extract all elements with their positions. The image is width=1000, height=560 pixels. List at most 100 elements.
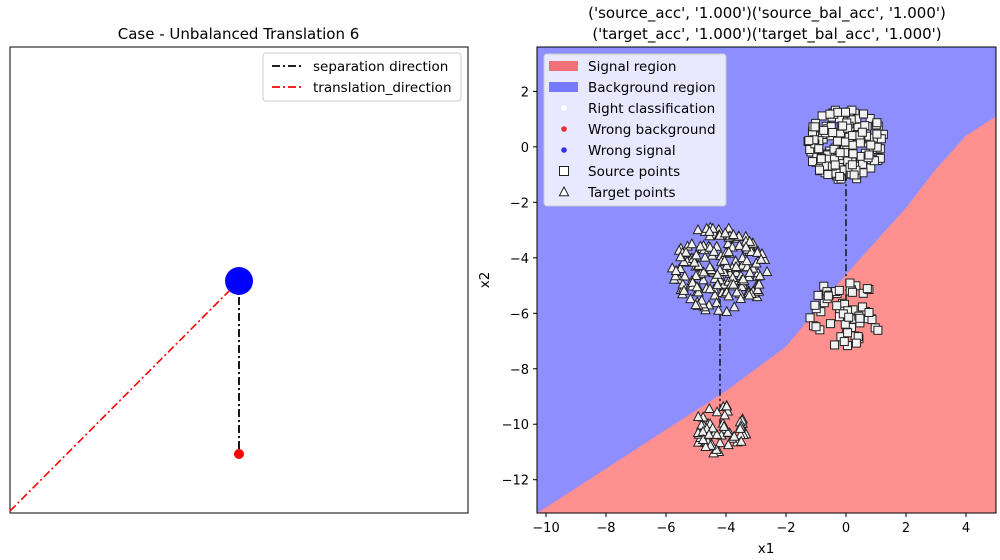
source-point bbox=[858, 159, 868, 169]
target-point bbox=[707, 422, 719, 433]
source-point bbox=[848, 140, 858, 150]
right-title-line-2: ('target_acc', '1.000')('target_bal_acc'… bbox=[592, 25, 941, 44]
x-tick-label: 2 bbox=[902, 521, 910, 536]
target-point bbox=[675, 251, 686, 262]
target-point bbox=[687, 276, 699, 287]
target-point bbox=[696, 294, 708, 305]
legend-triangle-6 bbox=[558, 185, 570, 197]
x-tick-label: 4 bbox=[962, 521, 970, 536]
signal-region bbox=[537, 116, 996, 513]
source-point bbox=[835, 171, 845, 181]
y-tick-label: −8 bbox=[510, 363, 529, 378]
target-point bbox=[733, 239, 745, 250]
target-point bbox=[718, 420, 730, 431]
source-point bbox=[866, 140, 876, 150]
target-point bbox=[740, 241, 752, 252]
target-point bbox=[699, 251, 711, 262]
target-point bbox=[723, 246, 735, 257]
source-center-marker bbox=[225, 267, 253, 295]
target-point bbox=[669, 270, 681, 281]
target-point bbox=[678, 284, 690, 295]
source-point bbox=[862, 284, 872, 294]
target-point bbox=[690, 269, 702, 280]
target-point bbox=[704, 282, 716, 294]
y-tick-label: −10 bbox=[502, 418, 529, 433]
translation-direction-line bbox=[9, 280, 240, 512]
right-legend: Signal region Background region Right clas… bbox=[543, 53, 727, 207]
y-tick-label: −6 bbox=[510, 307, 529, 322]
legend-label-3: Wrong background bbox=[588, 122, 716, 138]
legend-square-5 bbox=[559, 166, 569, 176]
left-legend-label-translation: translation_direction bbox=[313, 80, 452, 96]
target-point bbox=[741, 254, 753, 266]
source-point bbox=[866, 163, 876, 173]
source-point bbox=[851, 338, 861, 348]
target-point bbox=[711, 268, 723, 279]
target-point bbox=[692, 224, 704, 235]
target-point bbox=[693, 286, 704, 297]
right-plot-frame bbox=[536, 46, 997, 514]
target-point bbox=[708, 245, 720, 256]
target-point bbox=[700, 440, 712, 452]
target-point bbox=[694, 240, 706, 251]
target-point bbox=[703, 428, 715, 439]
right-panel: ('source_acc', '1.000')('source_bal_acc'… bbox=[477, 4, 997, 557]
legend-label-2: Right classification bbox=[588, 101, 715, 117]
source-point bbox=[815, 165, 825, 175]
target-point bbox=[685, 292, 696, 304]
source-point bbox=[804, 136, 814, 146]
target-point bbox=[714, 436, 726, 448]
target-point bbox=[704, 261, 716, 272]
legend-label-6: Target points bbox=[587, 185, 676, 201]
source-point bbox=[857, 302, 867, 312]
legend-label-4: Wrong signal bbox=[588, 143, 676, 159]
source-point bbox=[858, 109, 868, 119]
source-point bbox=[845, 278, 855, 288]
source-point bbox=[832, 301, 842, 311]
target-point bbox=[736, 280, 748, 292]
target-point bbox=[730, 260, 742, 271]
target-point bbox=[744, 235, 756, 246]
target-point bbox=[680, 246, 692, 257]
target-center-marker bbox=[234, 449, 244, 459]
source-point bbox=[872, 118, 882, 128]
source-point bbox=[814, 144, 824, 154]
left-legend: separation direction translation_directi… bbox=[262, 52, 462, 102]
target-point bbox=[711, 296, 723, 308]
y-tick-label: −2 bbox=[510, 196, 529, 211]
target-point bbox=[713, 304, 724, 315]
target-point bbox=[698, 266, 710, 277]
legend-dot-4 bbox=[561, 147, 567, 153]
target-point bbox=[690, 299, 702, 310]
target-point bbox=[679, 270, 691, 281]
target-point bbox=[704, 225, 715, 236]
source-point bbox=[864, 150, 874, 160]
target-point bbox=[737, 273, 749, 284]
source-point bbox=[816, 154, 826, 164]
target-point bbox=[734, 422, 746, 433]
source-point bbox=[857, 127, 867, 137]
source-point bbox=[841, 107, 851, 117]
right-legend-box bbox=[543, 53, 727, 207]
left-panel: Case - Unbalanced Translation 6 separati… bbox=[9, 25, 469, 514]
target-point bbox=[691, 281, 703, 292]
target-point bbox=[670, 264, 682, 276]
target-point bbox=[721, 400, 733, 411]
y-axis-label: x2 bbox=[477, 272, 493, 289]
target-point bbox=[697, 433, 709, 444]
right-title-line-1: ('source_acc', '1.000')('source_bal_acc'… bbox=[588, 4, 946, 23]
source-point bbox=[810, 122, 820, 132]
source-point bbox=[848, 149, 858, 159]
legend-label-1: Background region bbox=[588, 80, 716, 96]
source-point bbox=[835, 148, 845, 158]
target-point bbox=[711, 428, 723, 439]
target-point bbox=[753, 278, 765, 289]
target-point bbox=[692, 410, 704, 421]
target-point bbox=[735, 292, 747, 304]
target-point bbox=[755, 253, 767, 264]
target-point bbox=[689, 256, 700, 267]
y-tick-label: 0 bbox=[521, 141, 529, 156]
source-point bbox=[830, 340, 840, 350]
left-chart-title: Case - Unbalanced Translation 6 bbox=[118, 25, 360, 43]
